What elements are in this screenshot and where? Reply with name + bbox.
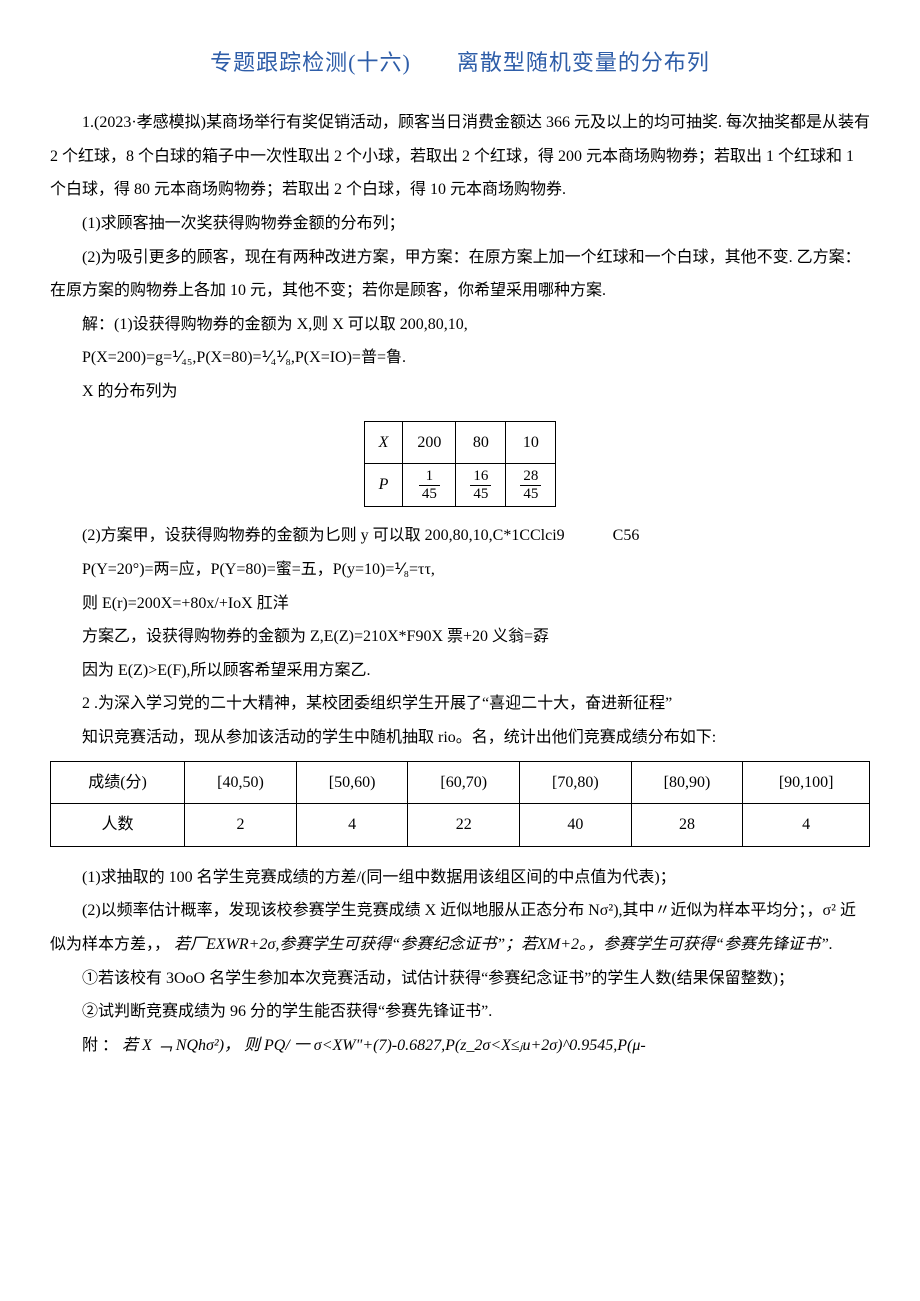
dist-p3-den: 45 xyxy=(520,486,541,503)
q2-appendix: 附 ： 若 X ﹁ NQhσ²)， 则 PQ/ 一 σ<XW"+(7)-0.68… xyxy=(50,1029,870,1063)
score-h0: 成绩(分) xyxy=(51,761,185,804)
dist-head-80: 80 xyxy=(456,421,506,464)
dist-row-p: P xyxy=(364,464,403,507)
page-title: 专题跟踪检测(十六) 离散型随机变量的分布列 xyxy=(50,40,870,86)
q2-stem-a: 2 .为深入学习党的二十大精神，某校团委组织学生开展了“喜迎二十大，奋进新征程” xyxy=(50,687,870,721)
q2-app-body: 若 X ﹁ NQhσ²)， 则 PQ/ 一 σ<XW"+(7)-0.6827,P… xyxy=(122,1037,646,1054)
dist-head-10: 10 xyxy=(506,421,556,464)
dist-head-x: X xyxy=(364,421,403,464)
dist-p2-den: 45 xyxy=(470,486,491,503)
score-header-row: 成绩(分) [40,50) [50,60) [60,70) [70,80) [8… xyxy=(51,761,870,804)
dist-head-200: 200 xyxy=(403,421,456,464)
q2-sub2: ②试判断竞赛成绩为 96 分的学生能否获得“参赛先锋证书”. xyxy=(50,995,870,1029)
score-v6: 4 xyxy=(743,804,870,847)
score-v4: 40 xyxy=(520,804,632,847)
score-table: 成绩(分) [40,50) [50,60) [60,70) [70,80) [8… xyxy=(50,761,870,847)
q2-sub1: ①若该校有 3OoO 名学生参加本次竞赛活动，试估计获得“参赛纪念证书”的学生人… xyxy=(50,962,870,996)
q1-sol-d: (2)方案甲，设获得购物券的金额为匕则 y 可以取 200,80,10,C*1C… xyxy=(50,519,870,553)
dist-p3: 2845 xyxy=(506,464,556,507)
q2-part1: (1)求抽取的 100 名学生竞赛成绩的方差/(同一组中数据用该组区间的中点值为… xyxy=(50,861,870,895)
q1-part2: (2)为吸引更多的顾客，现在有两种改进方案，甲方案：在原方案上加一个红球和一个白… xyxy=(50,241,870,308)
dist-p3-num: 28 xyxy=(520,468,541,486)
q1-sol-c: X 的分布列为 xyxy=(50,375,870,409)
q1-sol-h: 因为 E(Z)>E(F),所以顾客希望采用方案乙. xyxy=(50,654,870,688)
score-v5: 28 xyxy=(631,804,743,847)
dist-p1: 145 xyxy=(403,464,456,507)
q1-sol-f: 则 E(r)=200X=+80x/+IoX 肛洋 xyxy=(50,587,870,621)
q2-stem-b: 知识竞赛活动，现从参加该活动的学生中随机抽取 rio。名，统计出他们竞赛成绩分布… xyxy=(50,721,870,755)
q1-sol-g: 方案乙，设获得购物券的金额为 Z,E(Z)=210X*F90X 票+20 义翁=… xyxy=(50,620,870,654)
q2-part2-b: 若厂EXWR+2σ,参赛学生可获得“参赛纪念证书”；若XM+2。，参赛学生可获得… xyxy=(174,936,833,953)
score-v2: 4 xyxy=(296,804,408,847)
score-v3: 22 xyxy=(408,804,520,847)
q2-part2: (2)以频率估计概率，发现该校参赛学生竞赛成绩 X 近似地服从正态分布 Nσ²)… xyxy=(50,894,870,961)
dist-p1-num: 1 xyxy=(419,468,440,486)
score-h2: [50,60) xyxy=(296,761,408,804)
score-h1: [40,50) xyxy=(185,761,297,804)
score-h5: [80,90) xyxy=(631,761,743,804)
q1-stem: 1.(2023·孝感模拟)某商场举行有奖促销活动，顾客当日消费金额达 366 元… xyxy=(50,106,870,207)
score-value-row: 人数 2 4 22 40 28 4 xyxy=(51,804,870,847)
q1-part1: (1)求顾客抽一次奖获得购物券金额的分布列； xyxy=(50,207,870,241)
score-r0: 人数 xyxy=(51,804,185,847)
dist-p2-num: 16 xyxy=(470,468,491,486)
q1-sol-b: P(X=200)=g=⅟₄₅,P(X=80)=⅟₄⅟₈,P(X=IO)=普=鲁. xyxy=(50,341,870,375)
q2-app-label: 附 ： xyxy=(82,1037,118,1054)
q1-sol-e: P(Y=20°)=两=应，P(Y=80)=蜜=五，P(y=10)=⅟₈=ττ, xyxy=(50,553,870,587)
distribution-table: X 200 80 10 P 145 1645 2845 xyxy=(364,421,557,508)
dist-p2: 1645 xyxy=(456,464,506,507)
q1-sol-a: 解：(1)设获得购物券的金额为 X,则 X 可以取 200,80,10, xyxy=(50,308,870,342)
score-h6: [90,100] xyxy=(743,761,870,804)
score-v1: 2 xyxy=(185,804,297,847)
dist-p1-den: 45 xyxy=(419,486,440,503)
score-h4: [70,80) xyxy=(520,761,632,804)
score-h3: [60,70) xyxy=(408,761,520,804)
